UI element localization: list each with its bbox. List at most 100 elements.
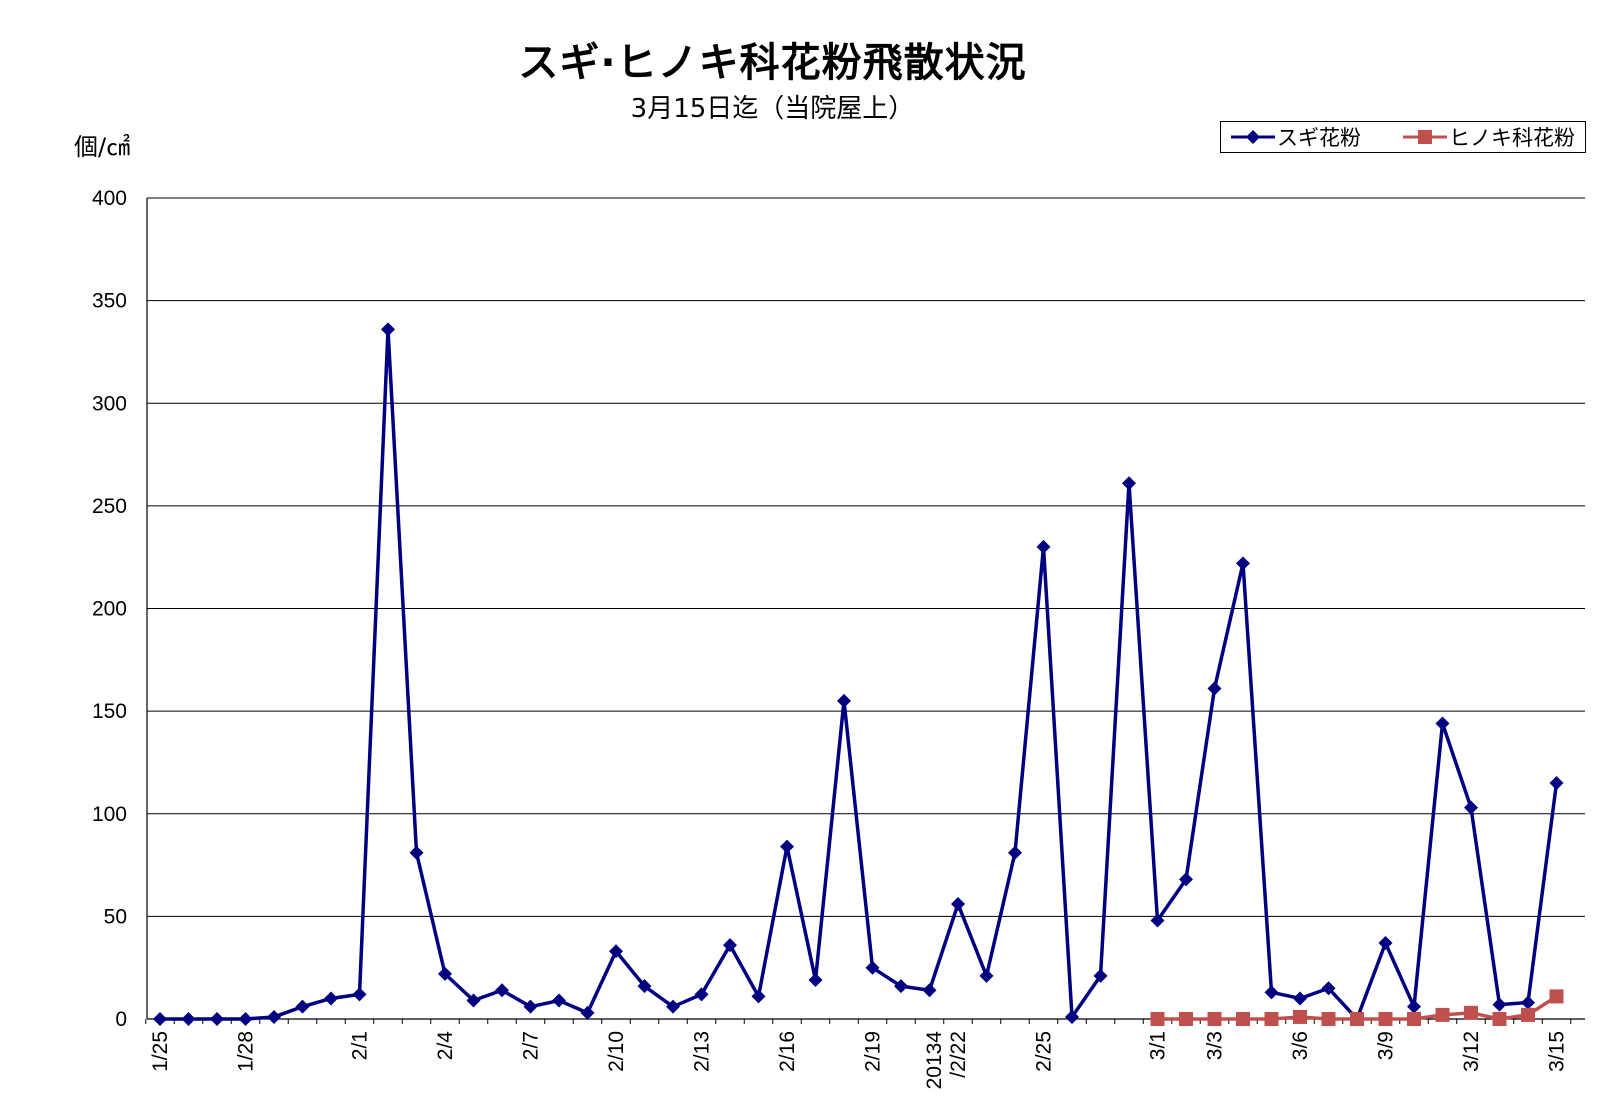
series-0-point-22 bbox=[780, 839, 794, 854]
series-0-point-9 bbox=[409, 845, 424, 860]
series-0-point-41 bbox=[1321, 981, 1336, 996]
legend-item-hinoki: ヒノキ科花粉 bbox=[1401, 122, 1575, 152]
series-1-point-14 bbox=[1549, 989, 1564, 1004]
x-tick-28-line1: /2/22 bbox=[947, 1031, 970, 1078]
legend-label-sugi: スギ花粉 bbox=[1277, 126, 1361, 150]
series-0-point-20 bbox=[723, 938, 737, 953]
x-tick-16: 2/10 bbox=[605, 1031, 628, 1072]
x-tick-43: 3/9 bbox=[1375, 1031, 1398, 1060]
series-0-point-44 bbox=[1407, 999, 1421, 1014]
series-1-point-6 bbox=[1321, 1012, 1336, 1026]
series-0-point-7 bbox=[352, 987, 367, 1002]
x-tick-13: 2/7 bbox=[520, 1031, 543, 1060]
series-0-point-30 bbox=[1008, 845, 1022, 860]
x-tick-10: 2/4 bbox=[434, 1031, 457, 1061]
series-0-point-13 bbox=[523, 999, 538, 1014]
x-tick-19: 2/13 bbox=[691, 1031, 714, 1072]
series-0-point-26 bbox=[894, 979, 908, 994]
series-0-point-49 bbox=[1549, 775, 1564, 790]
series-0-point-32 bbox=[1065, 1009, 1079, 1024]
series-0-point-36 bbox=[1179, 872, 1193, 887]
series-0-point-17 bbox=[637, 979, 652, 994]
series-0-point-35 bbox=[1150, 913, 1165, 928]
x-tick-3: 1/28 bbox=[235, 1031, 258, 1072]
series-0-point-11 bbox=[466, 993, 481, 1008]
x-tick-28-line0: 20134 bbox=[923, 1031, 946, 1090]
x-tick-22: 2/16 bbox=[776, 1031, 799, 1072]
series-0-point-40 bbox=[1293, 991, 1307, 1006]
series-0-point-48 bbox=[1521, 995, 1535, 1010]
series-0-point-15 bbox=[580, 1005, 595, 1020]
series-1-point-2 bbox=[1207, 1012, 1222, 1026]
series-0-point-8 bbox=[381, 322, 395, 337]
chart-title: スギ·ヒノキ科花粉飛散状況 bbox=[518, 40, 1027, 86]
x-tick-25: 2/19 bbox=[862, 1031, 885, 1072]
series-0-point-33 bbox=[1093, 968, 1108, 983]
series-1-point-11 bbox=[1464, 1005, 1478, 1020]
x-tick-35: 3/1 bbox=[1147, 1031, 1170, 1060]
series-0-point-46 bbox=[1464, 800, 1478, 815]
series-0-point-43 bbox=[1378, 936, 1393, 951]
series-1-point-10 bbox=[1435, 1007, 1450, 1022]
y-tick-300: 300 bbox=[92, 392, 127, 415]
series-0-point-5 bbox=[295, 999, 310, 1014]
x-tick-37: 3/3 bbox=[1204, 1031, 1227, 1060]
series-1-point-9 bbox=[1407, 1012, 1421, 1026]
legend-swatch-sugi bbox=[1231, 130, 1275, 144]
series-1-point-3 bbox=[1236, 1012, 1250, 1026]
series-0-point-34 bbox=[1122, 476, 1136, 491]
series-1-point-13 bbox=[1521, 1007, 1535, 1022]
legend-label-hinoki: ヒノキ科花粉 bbox=[1449, 126, 1575, 150]
series-0-point-21 bbox=[751, 989, 766, 1004]
y-tick-150: 150 bbox=[92, 700, 127, 723]
x-tick-labels: 1/25 1/28 2/1 2/4 2/7 2/10 2/13 2/16 2/19 20134/2… bbox=[149, 1031, 1569, 1090]
series-0-point-29 bbox=[979, 968, 994, 983]
series-1-point-4 bbox=[1264, 1012, 1279, 1026]
legend-swatch-hinoki bbox=[1403, 130, 1447, 144]
series-0-point-0 bbox=[153, 1012, 167, 1026]
x-tick-7: 2/1 bbox=[349, 1031, 372, 1060]
series-1-point-7 bbox=[1350, 1012, 1364, 1026]
series-0-point-28 bbox=[951, 897, 965, 912]
y-tick-400: 400 bbox=[92, 187, 127, 210]
series-0-point-25 bbox=[865, 960, 880, 975]
series-0-point-27 bbox=[922, 983, 937, 998]
series-0-point-24 bbox=[837, 693, 851, 708]
series-0-point-16 bbox=[609, 944, 623, 959]
series-0-point-18 bbox=[666, 999, 680, 1014]
series-0-point-19 bbox=[694, 987, 709, 1002]
x-tick-49: 3/15 bbox=[1546, 1031, 1569, 1072]
series-0-point-4 bbox=[267, 1009, 281, 1024]
y-tick-250: 250 bbox=[92, 495, 127, 518]
series-0-point-12 bbox=[495, 983, 509, 998]
series-1-point-12 bbox=[1492, 1012, 1507, 1026]
series-0-point-3 bbox=[238, 1012, 253, 1026]
series-line-0 bbox=[160, 327, 1559, 1021]
x-tick-31: 2/25 bbox=[1033, 1031, 1056, 1072]
series-0-point-45 bbox=[1435, 716, 1450, 731]
series-0-point-14 bbox=[552, 993, 566, 1008]
y-tick-200: 200 bbox=[92, 598, 127, 621]
series-0-point-10 bbox=[438, 966, 452, 981]
chart-subtitle: 3月15日迄（当院屋上） bbox=[630, 94, 915, 124]
series-0-point-23 bbox=[808, 973, 823, 988]
series-0-point-31 bbox=[1036, 539, 1051, 554]
series-1-point-8 bbox=[1378, 1012, 1393, 1026]
series-1-point-0 bbox=[1150, 1012, 1165, 1026]
legend: スギ花粉 ヒノキ科花粉 bbox=[1220, 121, 1586, 153]
y-axis-unit-label: 個/㎠ bbox=[74, 133, 131, 161]
series-0-point-39 bbox=[1264, 985, 1279, 1000]
y-tick-50: 50 bbox=[104, 905, 127, 928]
series-0-point-6 bbox=[324, 991, 338, 1006]
series-1-point-5 bbox=[1293, 1009, 1307, 1024]
x-tick-0: 1/25 bbox=[149, 1031, 172, 1072]
series-0-point-1 bbox=[181, 1012, 196, 1026]
series-group bbox=[153, 322, 1564, 1026]
series-0-point-38 bbox=[1236, 556, 1250, 571]
series-1-point-1 bbox=[1179, 1012, 1193, 1026]
gridlines bbox=[147, 197, 1585, 917]
x-tick-46: 3/12 bbox=[1460, 1031, 1483, 1072]
series-0-point-37 bbox=[1207, 681, 1222, 696]
y-tick-labels: 0 50 100 150 200 250 300 350 400 bbox=[92, 187, 127, 1031]
